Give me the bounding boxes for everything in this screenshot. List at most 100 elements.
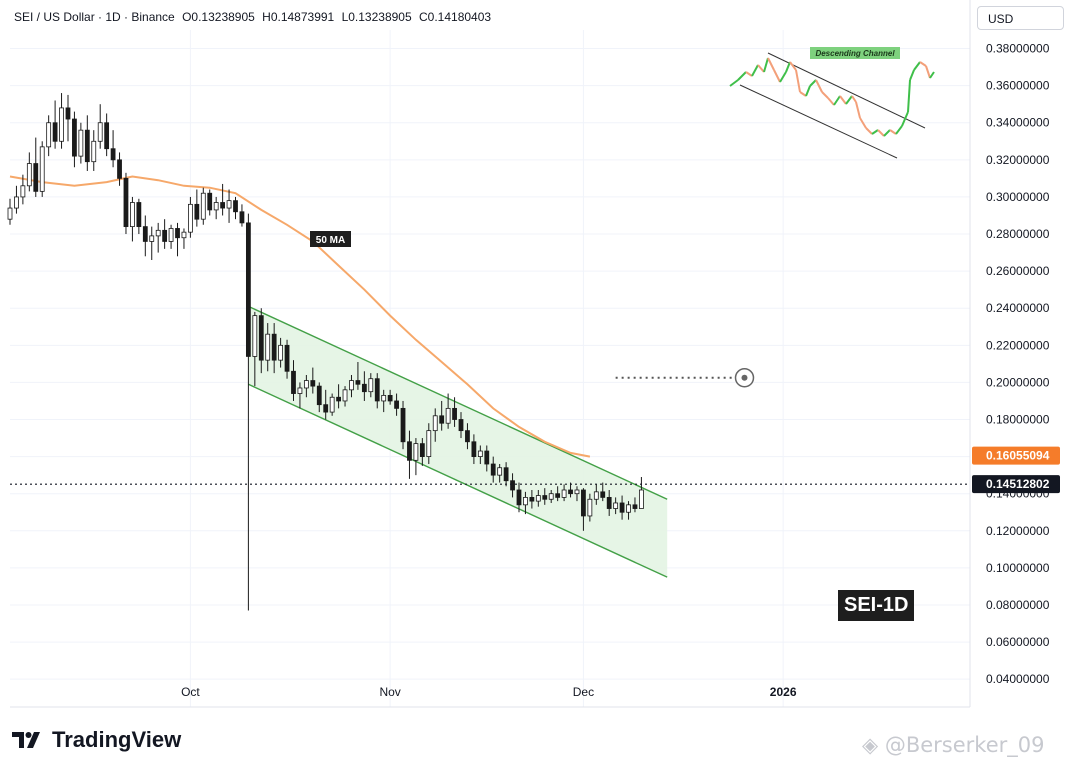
inset-price-segment bbox=[877, 129, 885, 137]
inset-price-segment bbox=[821, 91, 829, 99]
channel-lower-line bbox=[248, 383, 668, 578]
candle-body bbox=[374, 378, 380, 402]
inset-price-segment bbox=[925, 65, 931, 79]
candle-body bbox=[587, 498, 593, 517]
gridlines bbox=[10, 0, 971, 708]
candle-body bbox=[465, 430, 470, 443]
candle-body bbox=[278, 344, 284, 361]
candle-body bbox=[104, 122, 110, 150]
y-tick-label: 0.30000000 bbox=[986, 190, 1050, 204]
inset-price-segment bbox=[907, 79, 911, 113]
x-tick-label: 2026 bbox=[770, 685, 797, 699]
x-axis: Oct Nov Dec 2026 bbox=[181, 685, 797, 699]
candle-body bbox=[329, 396, 335, 413]
candle-body bbox=[458, 419, 464, 432]
candle-body bbox=[490, 463, 496, 476]
candle-body bbox=[207, 192, 213, 211]
ohlc-close: C0.14180403 bbox=[419, 10, 492, 24]
candle-body bbox=[368, 378, 374, 393]
inset-label-bg bbox=[810, 47, 900, 59]
y-tick-label: 0.08000000 bbox=[986, 598, 1050, 612]
candle-body bbox=[439, 415, 445, 424]
inset-price-segment bbox=[799, 91, 807, 97]
candle-body bbox=[400, 407, 406, 443]
author-watermark: ◈ @Berserker_09 bbox=[862, 733, 1044, 757]
inset-upper-line bbox=[767, 52, 926, 129]
candle-body bbox=[323, 404, 329, 413]
candle-body bbox=[639, 489, 644, 509]
candle-body bbox=[452, 407, 457, 420]
inset-price-segment bbox=[745, 71, 753, 77]
inset-price-segment bbox=[839, 95, 847, 105]
candle-body bbox=[245, 222, 251, 357]
y-tick-label: 0.38000000 bbox=[986, 42, 1050, 56]
candle-body bbox=[258, 315, 264, 361]
inset-price-segment bbox=[795, 69, 801, 93]
candle-body bbox=[484, 450, 490, 465]
y-tick-label: 0.22000000 bbox=[986, 338, 1050, 352]
brand-name: TradingView bbox=[52, 727, 182, 752]
inset-price-segment bbox=[833, 95, 841, 106]
candle-body bbox=[342, 389, 348, 402]
inset-price-segment bbox=[789, 61, 797, 71]
ohlc-open: O0.13238905 bbox=[182, 10, 255, 24]
candle-body bbox=[600, 491, 606, 498]
candle-body bbox=[117, 159, 122, 179]
candle-body bbox=[239, 211, 245, 224]
tradingview-brand[interactable]: TradingView bbox=[12, 727, 181, 753]
x-tick-label: Dec bbox=[573, 685, 594, 699]
candle-series[interactable] bbox=[7, 93, 644, 611]
channel-upper-line bbox=[248, 305, 668, 500]
symbol-header: SEI / US Dollar · 1D · Binance O0.132389… bbox=[14, 10, 495, 24]
chart-overlays: 50 MA bbox=[10, 231, 970, 485]
tradingview-logo-icon bbox=[12, 732, 40, 748]
y-axis: 0.38000000 0.36000000 0.34000000 0.32000000… bbox=[972, 42, 1060, 686]
candle-body bbox=[220, 202, 226, 209]
candle-body bbox=[110, 148, 116, 161]
inset-price-segment bbox=[865, 127, 873, 135]
candle-body bbox=[26, 163, 32, 187]
candle-body bbox=[510, 480, 515, 491]
candle-body bbox=[149, 235, 155, 242]
candle-body bbox=[568, 489, 573, 495]
ohlc-high: H0.14873991 bbox=[262, 10, 335, 24]
inset-price-segment bbox=[809, 79, 817, 87]
candle-body bbox=[394, 400, 399, 409]
watermark-text: @Berserker_09 bbox=[884, 733, 1045, 757]
candle-body bbox=[97, 122, 103, 142]
candle-body bbox=[213, 202, 219, 211]
candle-body bbox=[606, 497, 612, 509]
candle-body bbox=[632, 504, 638, 509]
candle-body bbox=[72, 118, 77, 157]
candle-body bbox=[194, 203, 200, 220]
candle-body bbox=[529, 497, 535, 502]
descending-channel[interactable] bbox=[248, 305, 668, 578]
inset-price-segment bbox=[909, 69, 915, 81]
candle-body bbox=[14, 196, 19, 209]
candle-body bbox=[303, 380, 309, 389]
candle-body bbox=[419, 443, 425, 458]
inset-price-segment bbox=[871, 129, 879, 135]
ma50-series[interactable] bbox=[9, 175, 591, 458]
inset-price-segment bbox=[767, 57, 775, 71]
currency-button[interactable]: USD bbox=[977, 6, 1064, 30]
candle-body bbox=[136, 202, 142, 228]
x-tick-label: Nov bbox=[379, 685, 400, 699]
candle-body bbox=[39, 146, 45, 192]
candle-body bbox=[497, 467, 503, 476]
inset-price-segment bbox=[845, 95, 853, 105]
inset-price-segment bbox=[785, 61, 791, 73]
candle-body bbox=[162, 229, 168, 242]
y-tick-label: 0.10000000 bbox=[986, 561, 1050, 575]
symbol-tag: SEI-1D bbox=[838, 590, 915, 621]
candle-body bbox=[284, 344, 290, 372]
y-tick-label: 0.24000000 bbox=[986, 301, 1050, 315]
candle-body bbox=[123, 177, 129, 228]
y-tick-label: 0.26000000 bbox=[986, 264, 1050, 278]
candle-body bbox=[91, 140, 97, 163]
ma50-line bbox=[9, 175, 591, 458]
candle-body bbox=[619, 502, 625, 513]
candle-body bbox=[181, 231, 187, 239]
candle-body bbox=[574, 489, 580, 495]
